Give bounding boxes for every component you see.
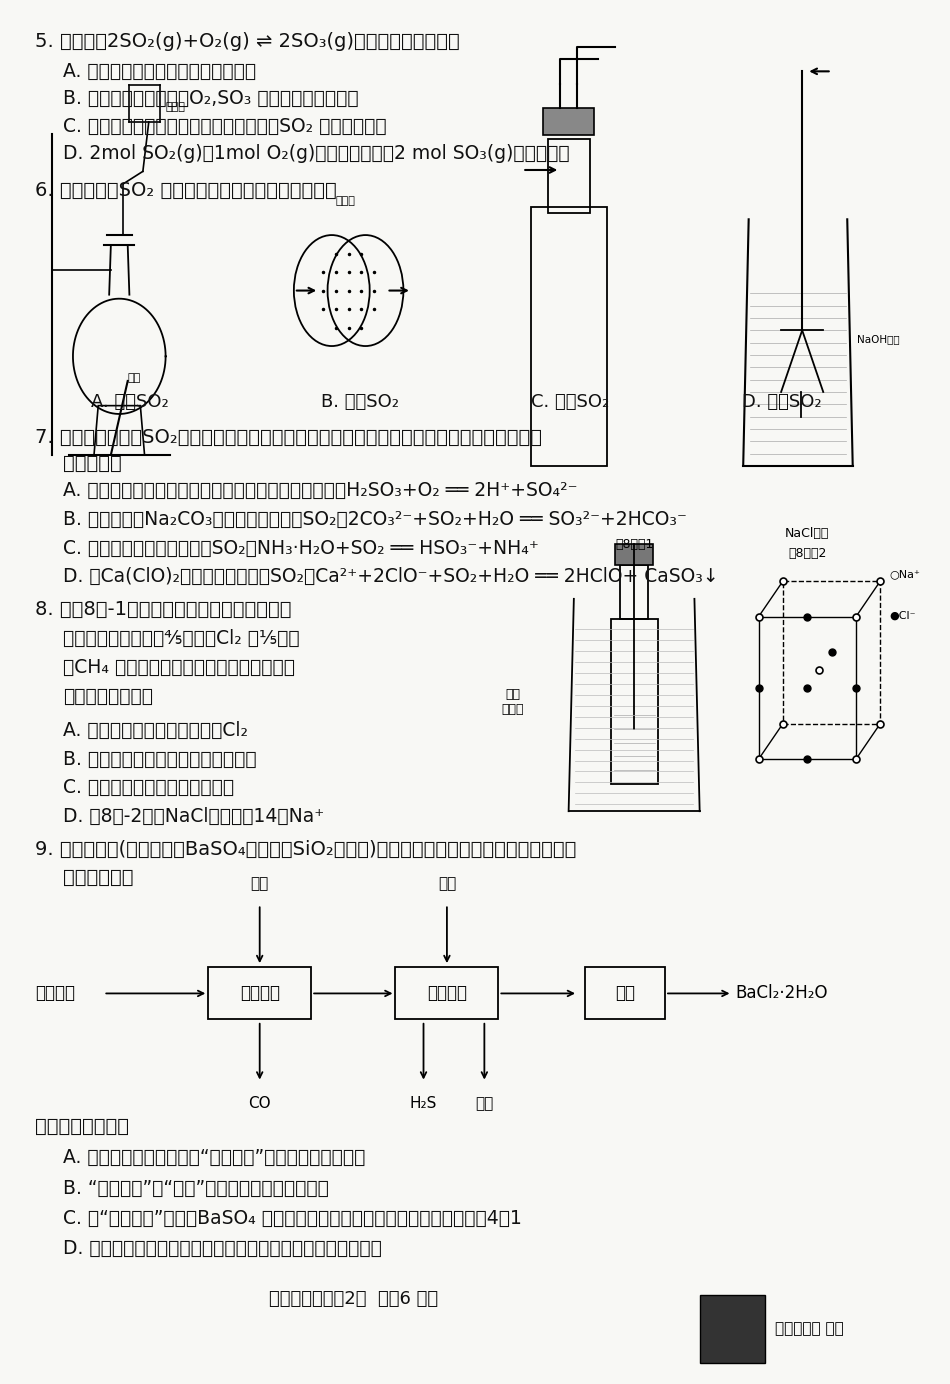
Text: 高温焙烧: 高温焙烧 <box>239 984 279 1002</box>
Text: 盐酸: 盐酸 <box>438 876 456 891</box>
Text: B. 用过量饱和Na₂CO₃溶液吸收废气中的SO₂：2CO₃²⁻+SO₂+H₂O ══ SO₃²⁻+2HCO₃⁻: B. 用过量饱和Na₂CO₃溶液吸收废气中的SO₂：2CO₃²⁻+SO₂+H₂O… <box>63 509 687 529</box>
Text: 下列说法正确的是: 下列说法正确的是 <box>63 686 153 706</box>
Text: 重晶石矿: 重晶石矿 <box>35 984 75 1002</box>
Text: 下列说法正确的是: 下列说法正确的是 <box>35 1117 129 1136</box>
Text: D. 吸收SO₂: D. 吸收SO₂ <box>742 393 822 411</box>
Text: C. 在“高温焙烧”焦炭和BaSO₄ 的反应中，氧化剂与还原剂的物质的量之比为4：1: C. 在“高温焙烧”焦炭和BaSO₄ 的反应中，氧化剂与还原剂的物质的量之比为4… <box>63 1208 522 1228</box>
Text: NaOH溶液: NaOH溶液 <box>857 335 900 345</box>
Text: NaCl晶胞: NaCl晶胞 <box>785 527 829 540</box>
Text: 7. 将工业废气中的SO₂吸收能有效减少对大气的污染，并实现资源化利用。下列离子方程式书: 7. 将工业废气中的SO₂吸收能有效减少对大气的污染，并实现资源化利用。下列离子… <box>35 428 542 447</box>
Text: BaCl₂·2H₂O: BaCl₂·2H₂O <box>735 984 827 1002</box>
Text: 的CH₄ 气体，用强光照射瓶中的混合气体。: 的CH₄ 气体，用强光照射瓶中的混合气体。 <box>63 657 295 677</box>
Text: B. “高温焙烧”和“结晶”两处操作均需用到蒸发皿: B. “高温焙烧”和“结晶”两处操作均需用到蒸发皿 <box>63 1179 329 1197</box>
Text: 写正确的是: 写正确的是 <box>63 454 122 473</box>
Text: D. 题8图-2所示NaCl晶胞中含14个Na⁺: D. 题8图-2所示NaCl晶胞中含14个Na⁺ <box>63 807 324 826</box>
Bar <box>616 544 653 565</box>
Bar <box>611 620 657 783</box>
Text: 铜片: 铜片 <box>127 372 141 383</box>
Text: ○Na⁺: ○Na⁺ <box>890 569 921 579</box>
Text: C. 用过量氨水吸收废气中的SO₂：NH₃·H₂O+SO₂ ══ HSO₃⁻+NH₄⁺: C. 用过量氨水吸收废气中的SO₂：NH₃·H₂O+SO₂ ══ HSO₃⁻+N… <box>63 538 539 558</box>
Text: 高三化学试卷第2页  （共6 页）: 高三化学试卷第2页 （共6 页） <box>269 1290 438 1308</box>
Text: CO: CO <box>248 1096 271 1111</box>
Text: A. 生成SO₂: A. 生成SO₂ <box>91 393 169 411</box>
Text: 焦炭: 焦炭 <box>251 876 269 891</box>
Text: B. 反应达平衡后再通入O₂,SO₃ 的体积分数一定增加: B. 反应达平衡后再通入O₂,SO₃ 的体积分数一定增加 <box>63 89 359 108</box>
Text: 浓硫酸: 浓硫酸 <box>165 101 185 112</box>
Text: 8. 如题8图-1所示，室温下用排饱和食盐水法: 8. 如题8图-1所示，室温下用排饱和食盐水法 <box>35 601 292 619</box>
Text: 碱石灰: 碱石灰 <box>336 197 356 206</box>
Text: 扫描全能王 创建: 扫描全能王 创建 <box>774 1322 844 1337</box>
Text: 6. 实验室制取SO₂ 时，下列装置能达到实验目的的是: 6. 实验室制取SO₂ 时，下列装置能达到实验目的的是 <box>35 181 337 201</box>
Text: A. 为提高原料的利用率，“高温焙烧”前原料需经研磨处理: A. 为提高原料的利用率，“高温焙烧”前原料需经研磨处理 <box>63 1149 366 1167</box>
Text: B. 生成的氯代烃都不存在同分异构体: B. 生成的氯代烃都不存在同分异构体 <box>63 750 256 768</box>
Text: A. 该反应在任何条件下都能自发进行: A. 该反应在任何条件下都能自发进行 <box>63 62 256 80</box>
Bar <box>543 108 594 136</box>
Bar <box>531 208 606 466</box>
Text: 5. 对于反应2SO₂(g)+O₂(g) ⇌ 2SO₃(g)，下列说法正确的是: 5. 对于反应2SO₂(g)+O₂(g) ⇌ 2SO₃(g)，下列说法正确的是 <box>35 32 460 51</box>
Bar <box>547 140 590 213</box>
Bar <box>395 967 499 1020</box>
Text: H₂S: H₂S <box>409 1096 437 1111</box>
Text: 验流程如下。: 验流程如下。 <box>63 868 134 887</box>
Text: 9. 由重晶石矿(主要成分是BaSO₄，还含有SiO₂等杂质)可制得氯化钡晶体，某兴趣小组设计实: 9. 由重晶石矿(主要成分是BaSO₄，还含有SiO₂等杂质)可制得氯化钡晶体，… <box>35 840 577 859</box>
Text: 在集气瓶中先后收集⅘体积的Cl₂ 和⅕体积: 在集气瓶中先后收集⅘体积的Cl₂ 和⅕体积 <box>63 630 300 648</box>
Text: 浸取过滤: 浸取过滤 <box>427 984 466 1002</box>
Text: 饱和
食盐水: 饱和 食盐水 <box>502 688 523 716</box>
Bar <box>208 967 312 1020</box>
Text: 题8图－1: 题8图－1 <box>615 538 654 551</box>
Text: C. 收集SO₂: C. 收集SO₂ <box>531 393 609 411</box>
Text: A. 硫酸型酸雨露置于空气中一段时间后溶液酸性增强：H₂SO₃+O₂ ══ 2H⁺+SO₄²⁻: A. 硫酸型酸雨露置于空气中一段时间后溶液酸性增强：H₂SO₃+O₂ ══ 2H… <box>63 482 578 500</box>
Text: 滤渣: 滤渣 <box>475 1096 493 1111</box>
Text: D. 2mol SO₂(g)和1mol O₂(g)所含键能总和比2 mol SO₃(g)所含键能小: D. 2mol SO₂(g)和1mol O₂(g)所含键能总和比2 mol SO… <box>63 144 570 163</box>
Text: D. 因盐酸具有挥发性，上述流程中须用硫酸代替盐酸进行浸取: D. 因盐酸具有挥发性，上述流程中须用硫酸代替盐酸进行浸取 <box>63 1239 382 1258</box>
Text: D. 用Ca(ClO)₂溶液吸收废气中的SO₂：Ca²⁺+2ClO⁻+SO₂+H₂O ══ 2HClO+ CaSO₃↓: D. 用Ca(ClO)₂溶液吸收废气中的SO₂：Ca²⁺+2ClO⁻+SO₂+H… <box>63 567 719 587</box>
Text: C. 反应在高温、催化剂条件下进行可提高SO₂ 的平衡转化率: C. 反应在高温、催化剂条件下进行可提高SO₂ 的平衡转化率 <box>63 116 387 136</box>
Text: A. 可用水代替饱和食盐水收集Cl₂: A. 可用水代替饱和食盐水收集Cl₂ <box>63 721 248 740</box>
Bar <box>585 967 665 1020</box>
Text: ●Cl⁻: ●Cl⁻ <box>890 610 916 620</box>
Bar <box>699 1295 765 1363</box>
Text: B. 干燥SO₂: B. 干燥SO₂ <box>320 393 399 411</box>
Text: 结晶: 结晶 <box>615 984 635 1002</box>
Bar <box>620 565 648 620</box>
Text: C. 反应结束后集气瓶中充满液体: C. 反应结束后集气瓶中充满液体 <box>63 778 235 797</box>
Text: 题8图－2: 题8图－2 <box>788 548 826 561</box>
